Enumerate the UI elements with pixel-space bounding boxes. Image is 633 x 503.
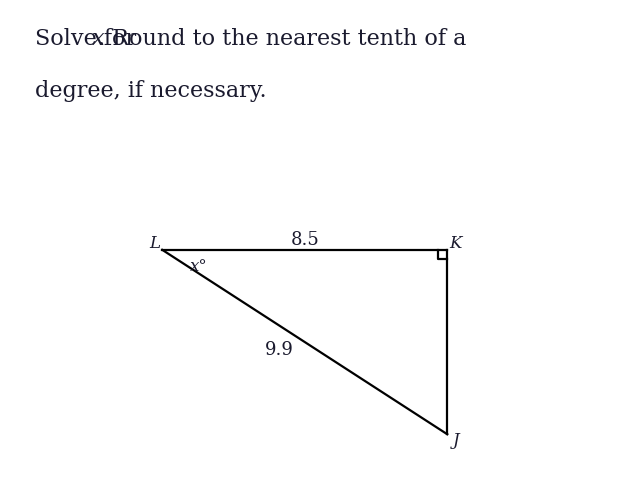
- Text: x°: x°: [191, 258, 208, 275]
- Text: Solve for: Solve for: [35, 28, 143, 50]
- Text: . Round to the nearest tenth of a: . Round to the nearest tenth of a: [98, 28, 467, 50]
- Text: K: K: [449, 235, 462, 253]
- Text: degree, if necessary.: degree, if necessary.: [35, 80, 266, 103]
- Text: L: L: [149, 235, 160, 253]
- Text: J: J: [453, 432, 459, 449]
- Text: 9.9: 9.9: [265, 342, 294, 360]
- Text: x: x: [92, 28, 105, 50]
- Text: 8.5: 8.5: [291, 231, 319, 249]
